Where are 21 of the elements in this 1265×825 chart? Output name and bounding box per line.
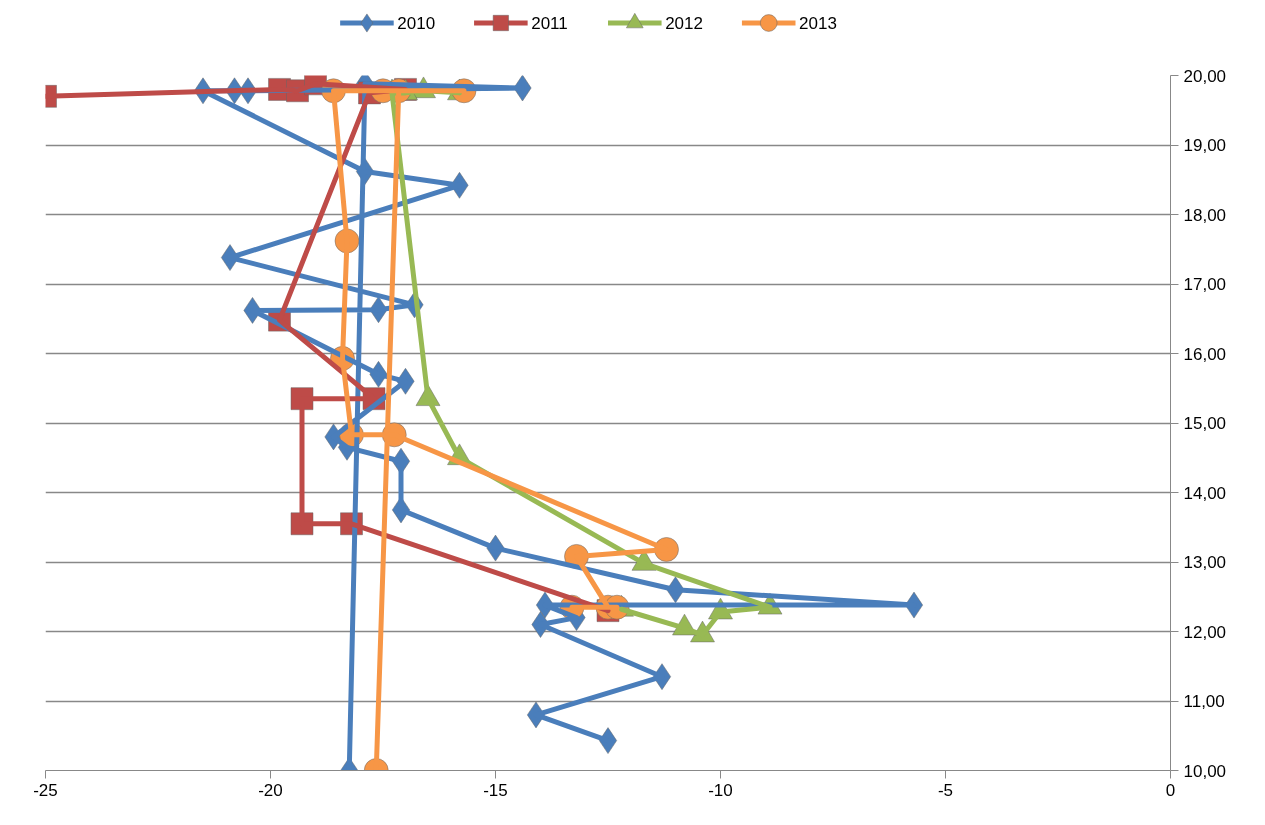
y-tick-label: 15,00 bbox=[1183, 414, 1227, 433]
x-tick-label: 0 bbox=[1165, 780, 1176, 800]
y-tick-label: 14,00 bbox=[1183, 483, 1227, 503]
y-tick-label: 19,00 bbox=[1183, 136, 1227, 155]
y-tick-label: 20,00 bbox=[1183, 66, 1227, 86]
x-tick-label: -15 bbox=[483, 780, 508, 800]
y-tick-label: 18,00 bbox=[1183, 205, 1227, 225]
y-tick-label: 10,00 bbox=[1183, 761, 1227, 781]
y-tick-label: 13,00 bbox=[1183, 553, 1227, 572]
x-tick-label: -20 bbox=[258, 780, 283, 800]
legend-label: 2013 bbox=[799, 14, 837, 33]
legend-label: 2010 bbox=[397, 14, 436, 33]
y-tick-label: 12,00 bbox=[1183, 622, 1227, 642]
y-tick-label: 16,00 bbox=[1183, 344, 1227, 364]
y-tick-label: 11,00 bbox=[1183, 692, 1225, 711]
x-tick-label: -10 bbox=[708, 780, 733, 800]
x-tick-label: -5 bbox=[937, 780, 954, 800]
x-tick-label: -25 bbox=[33, 780, 58, 800]
legend-label: 2012 bbox=[665, 14, 703, 33]
legend-label: 2011 bbox=[531, 14, 568, 33]
y-tick-label: 17,00 bbox=[1183, 275, 1227, 294]
